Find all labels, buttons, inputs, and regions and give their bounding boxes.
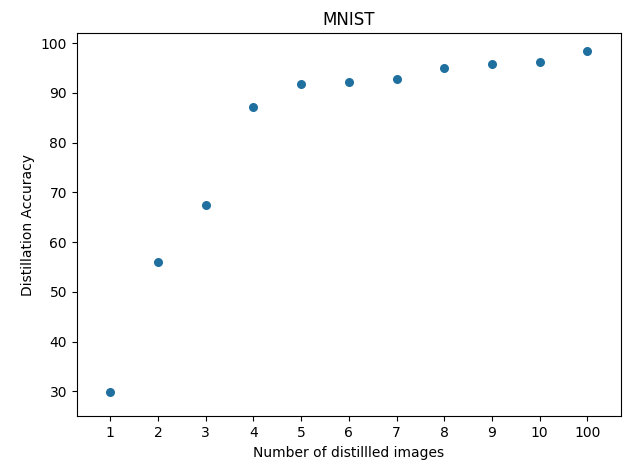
Point bbox=[296, 80, 306, 88]
Point bbox=[153, 258, 163, 266]
Title: MNIST: MNIST bbox=[323, 11, 375, 29]
Point bbox=[248, 103, 259, 111]
Y-axis label: Distillation Accuracy: Distillation Accuracy bbox=[21, 154, 35, 296]
Point bbox=[487, 61, 497, 68]
Point bbox=[582, 47, 593, 54]
Point bbox=[534, 59, 545, 66]
Point bbox=[439, 64, 449, 72]
Point bbox=[200, 201, 211, 209]
Point bbox=[344, 78, 354, 86]
Point bbox=[105, 389, 115, 396]
Point bbox=[392, 75, 402, 83]
X-axis label: Number of distillled images: Number of distillled images bbox=[253, 446, 444, 459]
